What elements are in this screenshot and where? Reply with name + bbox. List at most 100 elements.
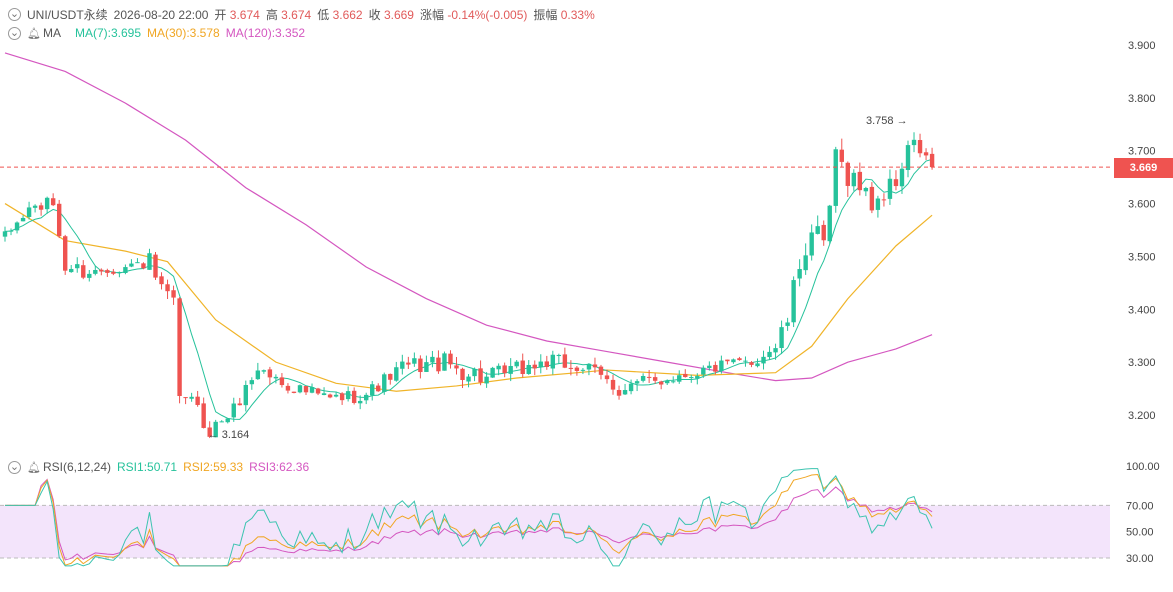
candle-body: [827, 205, 832, 242]
candle-body: [791, 280, 796, 323]
candle-body: [929, 153, 935, 168]
symbol-label: UNI/USDT永续: [27, 8, 108, 22]
candle: [255, 362, 261, 380]
candle: [592, 357, 598, 373]
candle: [665, 379, 670, 386]
candle-body: [436, 357, 441, 372]
candle: [863, 186, 869, 197]
candle-body: [809, 232, 814, 256]
candle-body: [105, 270, 110, 273]
candle: [297, 384, 303, 394]
candle-body: [333, 394, 339, 397]
candle-body: [345, 391, 351, 400]
candle: [502, 362, 507, 378]
candle-body: [165, 284, 170, 292]
candle: [628, 379, 634, 395]
ma-indicator-name: MA: [42, 26, 61, 40]
candle-body: [400, 361, 405, 369]
candle: [75, 257, 80, 273]
candle: [809, 224, 814, 261]
candle-body: [141, 263, 146, 269]
candle: [309, 383, 315, 394]
candle-body: [719, 360, 724, 371]
candle: [207, 421, 212, 439]
collapse-chevron-icon[interactable]: ⌄: [8, 26, 21, 40]
candle-body: [538, 361, 543, 367]
candle: [797, 259, 802, 287]
candle-body: [285, 385, 291, 391]
candle-body: [111, 271, 116, 274]
close-value: 3.669: [383, 8, 414, 22]
candle-body: [749, 362, 754, 365]
ma7-line: [4, 158, 933, 420]
candle: [833, 146, 838, 213]
candle: [111, 268, 116, 276]
candle: [544, 355, 549, 370]
candle-body: [382, 374, 387, 392]
candle: [538, 354, 543, 374]
candle: [177, 297, 182, 404]
datetime-label: 2026-08-20 22:00: [113, 7, 209, 22]
candle-body: [351, 390, 357, 403]
candle-body: [845, 162, 850, 186]
candle: [773, 343, 778, 360]
rsi1-value: RSI1:50.71: [117, 460, 178, 474]
candle: [147, 248, 152, 270]
candle: [520, 353, 525, 378]
candle: [857, 162, 863, 196]
candle-body: [767, 351, 772, 358]
candle: [725, 359, 730, 365]
candle: [755, 358, 760, 368]
ohlc-legend: ⌄ UNI/USDT永续 2026-08-20 22:00 开 3.674 高 …: [8, 6, 595, 23]
collapse-chevron-icon[interactable]: ⌄: [8, 8, 21, 21]
candle-body: [640, 375, 646, 381]
candle-body: [887, 178, 893, 199]
candle-body: [779, 327, 784, 348]
candle-body: [376, 385, 381, 392]
candle: [737, 356, 742, 361]
candle-body: [357, 400, 363, 404]
candle-body: [38, 205, 44, 210]
candle: [749, 361, 754, 368]
candle-body: [394, 367, 399, 381]
candle: [604, 369, 610, 384]
candle: [165, 279, 170, 300]
candle: [44, 196, 50, 214]
candle: [640, 373, 646, 383]
candle: [20, 215, 26, 222]
candle: [923, 148, 929, 161]
rsi1-line: [5, 468, 933, 567]
candle-body: [683, 373, 688, 378]
candle: [364, 392, 369, 405]
candle-body: [291, 391, 297, 393]
ma-legend: ⌄ 🔔︎ MA MA(7):3.695 MA(30):3.578 MA(120)…: [8, 26, 305, 40]
candle: [526, 360, 531, 375]
candle: [2, 226, 8, 242]
price-tick-label: 3.600: [1128, 199, 1156, 211]
candle: [267, 366, 273, 385]
candle-body: [225, 418, 230, 423]
high-value: 3.674: [281, 8, 312, 22]
candle-body: [911, 139, 917, 146]
candle-body: [63, 236, 68, 271]
bell-icon[interactable]: 🔔︎: [27, 27, 41, 40]
candle: [357, 395, 363, 410]
ma30-value: MA(30):3.578: [147, 26, 220, 40]
candle-body: [622, 390, 628, 395]
candle: [81, 260, 86, 280]
bell-icon[interactable]: 🔔︎: [27, 461, 41, 474]
rsi3-line: [5, 478, 933, 567]
candle: [237, 397, 242, 406]
candle: [905, 140, 911, 178]
candle: [195, 390, 200, 407]
candle-body: [267, 369, 273, 378]
candle-body: [303, 386, 309, 393]
candle: [815, 215, 820, 235]
candle: [562, 347, 568, 369]
candle: [117, 271, 122, 278]
candle: [448, 350, 453, 369]
candle: [622, 383, 628, 396]
rsi-tick-label: 100.00: [1126, 461, 1160, 473]
candle-body: [598, 366, 604, 375]
collapse-chevron-icon[interactable]: ⌄: [8, 460, 21, 474]
